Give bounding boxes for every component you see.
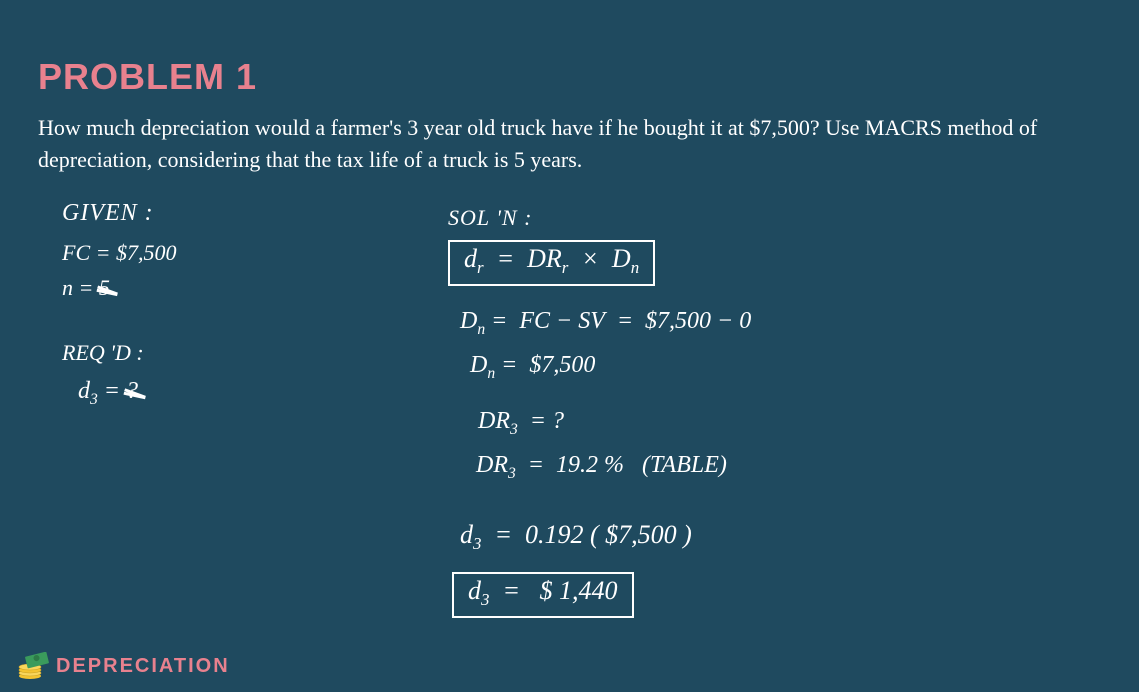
money-stack-icon: [18, 652, 50, 680]
footer: DEPRECIATION: [18, 652, 230, 680]
formula-box: dr = DRr × Dn: [448, 240, 655, 286]
problem-title: PROBLEM 1: [38, 56, 257, 98]
required-unknown: ?: [126, 378, 138, 404]
required-heading: REQ 'D :: [62, 340, 144, 366]
given-heading: GIVEN :: [62, 200, 154, 227]
step-d3-calc: d3 = 0.192 ( $7,500 ): [460, 520, 692, 554]
given-n-text: n =: [62, 275, 99, 300]
required-line: d3 = ?: [78, 378, 138, 409]
given-n-value: 5: [99, 275, 110, 300]
given-line-fc: FC = $7,500: [62, 240, 176, 266]
problem-question: How much depreciation would a farmer's 3…: [38, 112, 1098, 176]
answer-box: d3 = $ 1,440: [452, 572, 634, 618]
given-line-n: n = 5: [62, 275, 110, 301]
step-dr-table: DR3 = 19.2 % (TABLE): [476, 452, 727, 483]
step-dn-calc: Dn = FC − SV = $7,500 − 0: [460, 308, 751, 339]
step-dr-question: DR3 = ?: [478, 408, 564, 439]
footer-label: DEPRECIATION: [56, 655, 230, 678]
step-dn-result: Dn = $7,500: [470, 352, 595, 383]
solution-heading: SOL 'N :: [448, 205, 532, 231]
